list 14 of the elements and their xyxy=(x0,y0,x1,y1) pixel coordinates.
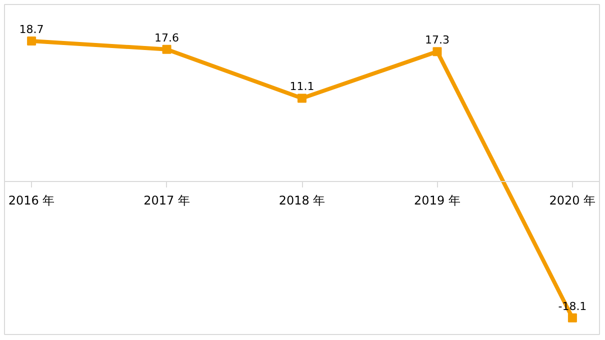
point xyxy=(432,47,442,56)
point xyxy=(568,313,577,322)
x-tick-label: 2017 年 xyxy=(144,194,190,208)
point xyxy=(298,94,306,103)
data-label: 18.7 xyxy=(19,23,44,36)
point xyxy=(27,36,36,46)
data-label: 17.3 xyxy=(424,34,450,47)
data-label: 11.1 xyxy=(290,80,314,94)
data-label: 17.6 xyxy=(154,31,180,44)
x-tick-label: 2019 年 xyxy=(414,194,460,208)
point xyxy=(162,44,172,54)
x-tick-label: 2020 年 xyxy=(549,194,596,208)
x-tick-label: 2016 年 xyxy=(8,194,55,208)
x-tick-label: 2018 年 xyxy=(278,194,326,208)
